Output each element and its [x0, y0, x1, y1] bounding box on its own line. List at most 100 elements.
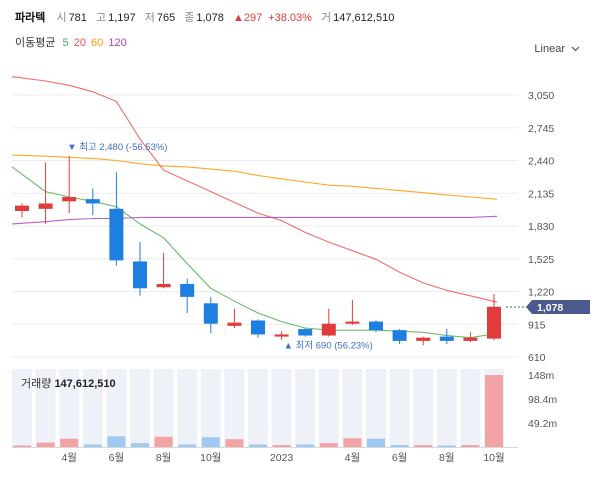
candle-body [38, 203, 53, 209]
current-price-label: 1,078 [537, 302, 563, 314]
annotations: ▼ 최고 2,480 (-56.53%) ▲ 최저 690 (56.23%) [67, 142, 373, 351]
volume-column-bg [153, 369, 174, 447]
change-arrow-icon: ▲ [232, 12, 244, 24]
x-tick-label: 4월 [61, 452, 77, 464]
ma-5-label[interactable]: 5 [62, 37, 69, 49]
volume-bars [13, 375, 503, 448]
volume-column-bg [366, 369, 386, 447]
volume-tick-label: 49.2m [528, 418, 557, 430]
volume-tick-label: 98.4m [528, 394, 557, 406]
low-annotation: ▲ 최저 690 (56.23%) [284, 340, 373, 351]
close-label: 종 [184, 12, 195, 24]
volume-column-bg [295, 369, 316, 447]
volume-column-bg [271, 369, 292, 447]
y-tick-label: 3,050 [528, 90, 554, 102]
y-tick-label: 2,745 [528, 123, 554, 135]
volume-column-bg [59, 369, 80, 447]
volume-label: 거 [321, 12, 332, 24]
candle-body [85, 199, 100, 204]
ma-60-label[interactable]: 60 [91, 37, 104, 49]
ma-120-line [11, 215, 498, 225]
volume-column-bg [35, 369, 56, 447]
grid-lines [12, 94, 518, 358]
x-tick-label: 6월 [392, 452, 408, 464]
high-label: 고 [95, 12, 107, 24]
moving-average-legend: 이동평균 5 20 60 120 [15, 34, 129, 50]
change-value: 297 [243, 12, 263, 24]
candle-body [15, 205, 29, 211]
y-tick-label: 1,830 [528, 221, 554, 233]
volume-bar [485, 375, 503, 447]
volume-column-bg [82, 369, 103, 447]
volume-column-bg [177, 369, 198, 447]
volume-column-bg [413, 369, 434, 447]
y-tick-label: 915 [528, 319, 546, 331]
volume-bar [201, 437, 220, 447]
open-value: 781 [68, 12, 87, 24]
y-tick-label: 1,220 [528, 287, 554, 299]
volume-bar [178, 444, 197, 447]
volume-column-bg [248, 369, 268, 447]
candles [15, 156, 501, 346]
x-tick-label: 6월 [109, 452, 125, 464]
volume-bar [343, 438, 362, 447]
volume-bar [390, 445, 409, 447]
volume-bar [437, 445, 456, 448]
candle-body [463, 337, 478, 341]
scale-dropdown[interactable]: Linear [534, 43, 580, 55]
volume-column-bg [389, 369, 410, 447]
volume-column-bg [318, 369, 339, 447]
candle-body [62, 197, 77, 202]
candle-body [321, 323, 336, 336]
x-tick-label: 10월 [200, 452, 221, 464]
candle-body [298, 329, 313, 336]
volume-bar [367, 438, 385, 447]
x-tick-label: 8월 [439, 452, 455, 464]
candle-body [487, 306, 501, 339]
candle-body [203, 303, 218, 324]
close-value: 1,078 [196, 12, 224, 24]
volume-bar [131, 443, 149, 447]
x-axis: 4월 6월 8월 10월 2023 4월 6월 8월 10월 [12, 447, 518, 464]
y-tick-label: 610 [528, 352, 546, 364]
low-value: 765 [156, 12, 176, 24]
ma-20-label[interactable]: 20 [73, 37, 86, 49]
volume-bar [461, 445, 480, 447]
volume-bar [414, 445, 433, 447]
volume-column-bg [460, 369, 481, 447]
y-axis: 3,050 2,745 2,440 2,135 1,830 1,525 1,220 915 61… [528, 90, 557, 430]
candle-body [227, 322, 242, 326]
volume-panel-title: 거래량 147,612,510 [21, 375, 116, 391]
y-tick-label: 1,525 [528, 254, 554, 266]
high-annotation: ▼ 최고 2,480 (-56.53%) [67, 142, 167, 153]
candle-body [180, 283, 195, 297]
candle-body [439, 336, 454, 341]
volume-column-bg [224, 369, 245, 447]
candle-body [274, 334, 289, 337]
candle-body [392, 330, 407, 341]
stock-summary-header: 파라텍 시 781 고 1,197 저 765 종 1,078 ▲297 +38.03% … [15, 9, 400, 25]
change-percent: +38.03% [268, 12, 312, 24]
x-tick-label: 2023 [270, 452, 294, 464]
moving-average-title: 이동평균 [15, 37, 56, 49]
moving-average-lines [11, 76, 498, 339]
volume-bar [13, 445, 31, 448]
volume-column-bg [106, 369, 127, 447]
x-tick-label: 10월 [483, 452, 504, 464]
ma-120-label[interactable]: 120 [108, 37, 127, 49]
volume-value: 147,612,510 [333, 12, 395, 24]
candle-body [109, 208, 124, 261]
volume-column-bg [12, 369, 32, 447]
volume-column-bg [200, 369, 221, 447]
volume-tick-label: 148m [528, 370, 555, 382]
stock-name: 파라텍 [15, 12, 46, 24]
volume-bar [107, 436, 126, 447]
y-tick-label: 2,135 [528, 188, 554, 200]
volume-panel-label: 거래량 [21, 378, 52, 390]
volume-bar [154, 436, 173, 447]
chevron-down-icon [571, 46, 580, 52]
volume-bar [272, 445, 291, 447]
ma-60-line [11, 154, 498, 200]
candle-body [416, 337, 431, 341]
